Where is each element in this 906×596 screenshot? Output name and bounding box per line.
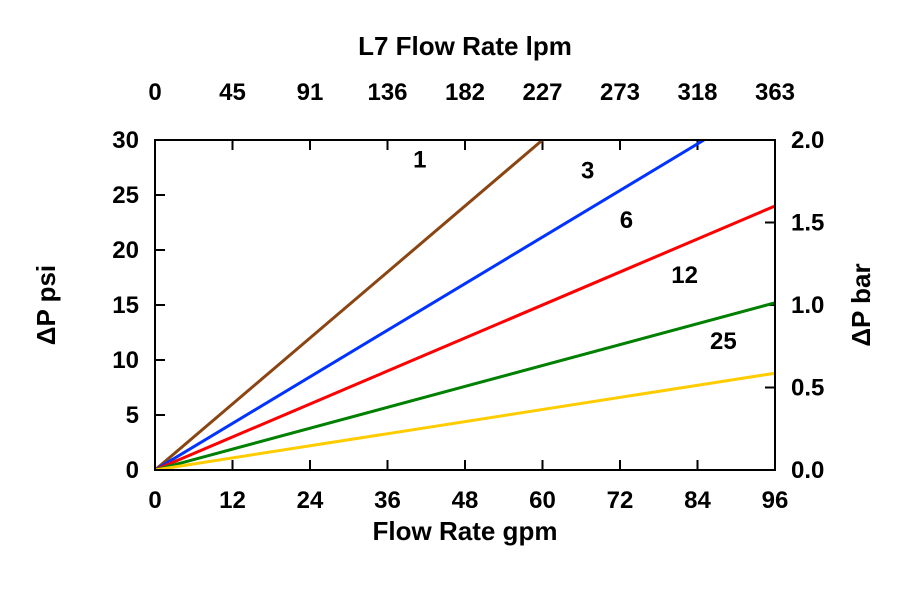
bottom-tick-label: 60: [529, 487, 556, 514]
left-axis-title: ΔP psi: [31, 265, 61, 345]
right-tick-label: 2.0: [791, 127, 824, 154]
right-tick-label: 0.5: [791, 375, 824, 402]
bottom-tick-label: 12: [219, 487, 246, 514]
left-tick-label: 0: [126, 457, 139, 484]
series-label-6: 6: [620, 207, 633, 234]
flow-rate-chart: L7 Flow Rate lpm04591136182227273318363F…: [0, 0, 906, 596]
bottom-axis-title: Flow Rate gpm: [373, 516, 558, 546]
right-tick-label: 0.0: [791, 457, 824, 484]
left-tick-label: 15: [112, 292, 139, 319]
bottom-tick-label: 84: [684, 487, 711, 514]
left-tick-label: 10: [112, 347, 139, 374]
left-tick-label: 20: [112, 237, 139, 264]
bottom-tick-label: 36: [374, 487, 401, 514]
chart-svg: L7 Flow Rate lpm04591136182227273318363F…: [0, 0, 906, 596]
bottom-tick-label: 48: [452, 487, 479, 514]
series-label-25: 25: [710, 328, 737, 355]
top-tick-label: 136: [367, 79, 407, 106]
top-tick-label: 0: [148, 79, 161, 106]
top-tick-label: 182: [445, 79, 485, 106]
right-tick-label: 1.5: [791, 210, 824, 237]
top-tick-label: 45: [219, 79, 246, 106]
bottom-tick-label: 96: [762, 487, 789, 514]
top-tick-label: 318: [677, 79, 717, 106]
left-tick-label: 25: [112, 182, 139, 209]
right-tick-label: 1.0: [791, 292, 824, 319]
top-tick-label: 273: [600, 79, 640, 106]
left-tick-label: 5: [126, 402, 139, 429]
right-axis-title: ΔP bar: [846, 263, 876, 346]
top-tick-label: 227: [522, 79, 562, 106]
bottom-tick-label: 24: [297, 487, 324, 514]
top-axis-title: L7 Flow Rate lpm: [358, 31, 572, 61]
bottom-tick-label: 0: [148, 487, 161, 514]
series-label-12: 12: [671, 262, 698, 289]
top-tick-label: 91: [297, 79, 324, 106]
top-tick-label: 363: [755, 79, 795, 106]
series-label-3: 3: [581, 158, 594, 185]
left-tick-label: 30: [112, 127, 139, 154]
bottom-tick-label: 72: [607, 487, 634, 514]
series-label-1: 1: [413, 147, 426, 174]
